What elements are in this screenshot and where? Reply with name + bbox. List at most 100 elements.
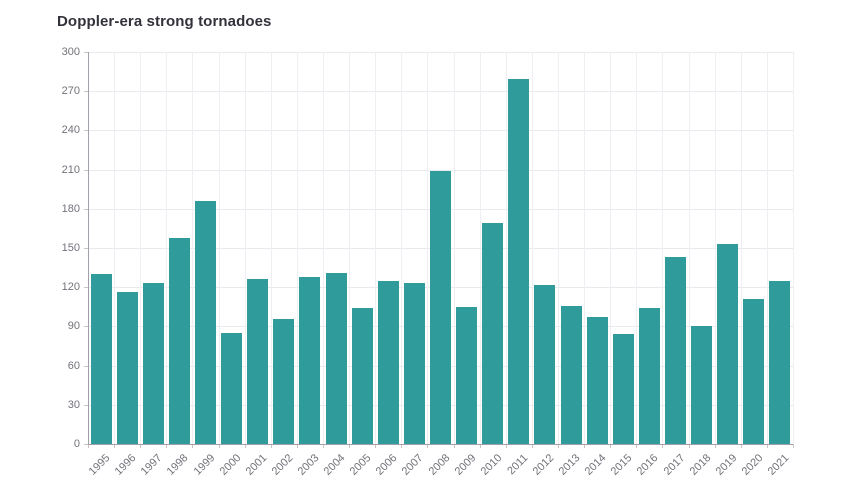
x-tick-label-2001: 2001 bbox=[243, 452, 270, 478]
y-tick-label-0: 0 bbox=[73, 438, 80, 450]
x-tick-25 bbox=[740, 444, 742, 448]
x-tick-label-2010: 2010 bbox=[478, 452, 505, 478]
chart-title: Doppler-era strong tornadoes bbox=[57, 13, 272, 30]
gridline-x-3 bbox=[166, 52, 168, 444]
bar-2015 bbox=[612, 334, 634, 444]
bar-2009 bbox=[456, 306, 478, 444]
y-tick-240 bbox=[84, 130, 88, 132]
y-tick-120 bbox=[84, 287, 88, 289]
bar-2018 bbox=[691, 326, 713, 444]
x-tick-7 bbox=[270, 444, 272, 448]
bar-2014 bbox=[586, 317, 608, 444]
x-tick-label-2016: 2016 bbox=[635, 452, 661, 478]
bar-2007 bbox=[403, 283, 425, 444]
bar-1996 bbox=[116, 292, 138, 444]
bar-1998 bbox=[168, 237, 190, 444]
gridline-x-15 bbox=[479, 52, 481, 444]
x-tick-16 bbox=[505, 444, 507, 448]
y-tick-30 bbox=[84, 404, 88, 406]
x-tick-15 bbox=[479, 444, 481, 448]
y-tick-label-210: 210 bbox=[61, 163, 80, 176]
y-tick-90 bbox=[84, 326, 88, 328]
y-tick-270 bbox=[84, 91, 88, 93]
x-axis-line bbox=[88, 444, 793, 445]
x-tick-21 bbox=[636, 444, 638, 448]
x-tick-label-2012: 2012 bbox=[530, 452, 557, 478]
x-tick-20 bbox=[610, 444, 612, 448]
x-tick-12 bbox=[401, 444, 403, 448]
bar-2013 bbox=[560, 305, 582, 444]
x-tick-22 bbox=[662, 444, 664, 448]
x-tick-label-2004: 2004 bbox=[321, 452, 348, 478]
x-tick-label-2009: 2009 bbox=[452, 452, 479, 478]
x-tick-3 bbox=[166, 444, 168, 448]
x-tick-label-2002: 2002 bbox=[269, 452, 296, 478]
x-tick-17 bbox=[531, 444, 533, 448]
x-tick-9 bbox=[323, 444, 324, 448]
bar-2010 bbox=[482, 223, 504, 444]
x-tick-label-1999: 1999 bbox=[191, 452, 217, 478]
bar-2001 bbox=[247, 279, 269, 444]
bar-2004 bbox=[325, 272, 347, 444]
x-tick-5 bbox=[218, 444, 220, 448]
x-tick-26 bbox=[766, 444, 768, 448]
gridline-x-26 bbox=[766, 52, 768, 444]
y-tick-label-270: 270 bbox=[61, 85, 80, 98]
bar-2011 bbox=[508, 79, 530, 444]
x-tick-4 bbox=[192, 444, 194, 448]
gridline-x-13 bbox=[427, 52, 429, 444]
x-tick-label-2006: 2006 bbox=[373, 452, 400, 478]
y-tick-60 bbox=[84, 365, 88, 367]
x-tick-label-2019: 2019 bbox=[713, 452, 740, 478]
gridline-x-10 bbox=[349, 52, 351, 444]
x-tick-label-2014: 2014 bbox=[582, 452, 609, 478]
y-tick-180 bbox=[84, 208, 88, 210]
gridline-x-7 bbox=[270, 52, 272, 444]
x-tick-label-2018: 2018 bbox=[687, 452, 714, 478]
gridline-y-300 bbox=[88, 52, 793, 53]
y-tick-label-30: 30 bbox=[67, 398, 80, 411]
gridline-x-12 bbox=[401, 52, 403, 444]
gridline-y-240 bbox=[88, 130, 793, 132]
gridline-x-4 bbox=[192, 52, 194, 444]
bar-2020 bbox=[743, 299, 765, 444]
bar-1995 bbox=[90, 274, 112, 444]
x-tick-0 bbox=[88, 444, 89, 448]
bar-1999 bbox=[195, 201, 216, 444]
y-tick-label-240: 240 bbox=[61, 124, 80, 137]
gridline-x-5 bbox=[218, 52, 220, 444]
bar-2003 bbox=[299, 276, 321, 444]
x-tick-10 bbox=[349, 444, 351, 448]
gridline-y-210 bbox=[88, 169, 793, 171]
gridline-x-24 bbox=[714, 52, 716, 444]
gridline-x-16 bbox=[505, 52, 507, 444]
x-tick-24 bbox=[714, 444, 716, 448]
gridline-x-23 bbox=[688, 52, 690, 444]
x-tick-label-1995: 1995 bbox=[86, 452, 113, 478]
bar-2021 bbox=[769, 280, 791, 444]
x-tick-19 bbox=[584, 444, 586, 448]
gridline-y-270 bbox=[88, 91, 793, 93]
x-tick-14 bbox=[453, 444, 455, 448]
bar-2019 bbox=[717, 244, 739, 444]
x-tick-13 bbox=[427, 444, 429, 448]
y-tick-label-60: 60 bbox=[67, 359, 80, 372]
y-axis-line bbox=[88, 52, 89, 444]
x-tick-11 bbox=[375, 444, 377, 448]
x-tick-2 bbox=[140, 444, 142, 448]
y-tick-label-120: 120 bbox=[61, 281, 80, 294]
gridline-x-6 bbox=[244, 52, 246, 444]
y-tick-210 bbox=[84, 169, 88, 171]
x-tick-label-1998: 1998 bbox=[165, 452, 191, 478]
gridline-x-11 bbox=[375, 52, 377, 444]
bar-2017 bbox=[665, 257, 686, 444]
x-tick-8 bbox=[296, 444, 298, 448]
gridline-x-17 bbox=[531, 52, 533, 444]
bar-2000 bbox=[221, 332, 243, 444]
gridline-x-21 bbox=[636, 52, 638, 444]
x-tick-label-2020: 2020 bbox=[739, 452, 766, 478]
gridline-x-22 bbox=[662, 52, 664, 444]
y-tick-label-150: 150 bbox=[61, 242, 80, 254]
gridline-x-25 bbox=[740, 52, 742, 444]
